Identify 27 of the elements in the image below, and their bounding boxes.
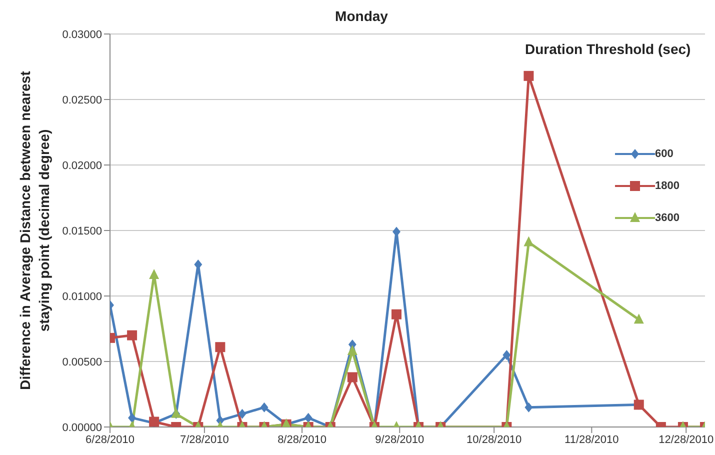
point: [215, 342, 226, 352]
x-tick-label: 9/28/2010: [375, 434, 424, 446]
point: [127, 330, 138, 340]
y-tick-label: 0.00000: [62, 422, 102, 434]
point: [502, 350, 511, 360]
point: [347, 345, 358, 356]
legend-title: Duration Threshold (sec): [525, 40, 692, 59]
y-tick-label: 0.01500: [62, 225, 102, 238]
point: [149, 269, 160, 280]
y-axis-title: Difference in Average Distance between nearest staying point (decimal degree): [17, 70, 52, 390]
chart-title: Monday: [334, 8, 389, 24]
x-tick-label: 12/28/2010: [658, 434, 714, 446]
x-tick-label: 8/28/2010: [278, 434, 327, 446]
y-tick-label: 0.00500: [62, 356, 102, 368]
legend-label: 3600: [655, 212, 680, 224]
legend-label: 600: [655, 148, 674, 160]
x-tick-label: 6/28/2010: [86, 434, 134, 446]
y-tick-label: 0.03000: [62, 28, 102, 41]
point: [634, 314, 644, 324]
x-tick-label: 7/28/2010: [180, 434, 229, 446]
x-tick-label: 10/28/2010: [466, 434, 522, 446]
legend-label: 1800: [655, 180, 680, 192]
x-tick-label: 11/28/2010: [564, 434, 619, 446]
y-tick-label: 0.02000: [62, 160, 102, 172]
point: [391, 309, 402, 320]
y-tick-label: 0.02500: [62, 94, 102, 106]
y-tick-label: 0.01000: [62, 290, 102, 303]
